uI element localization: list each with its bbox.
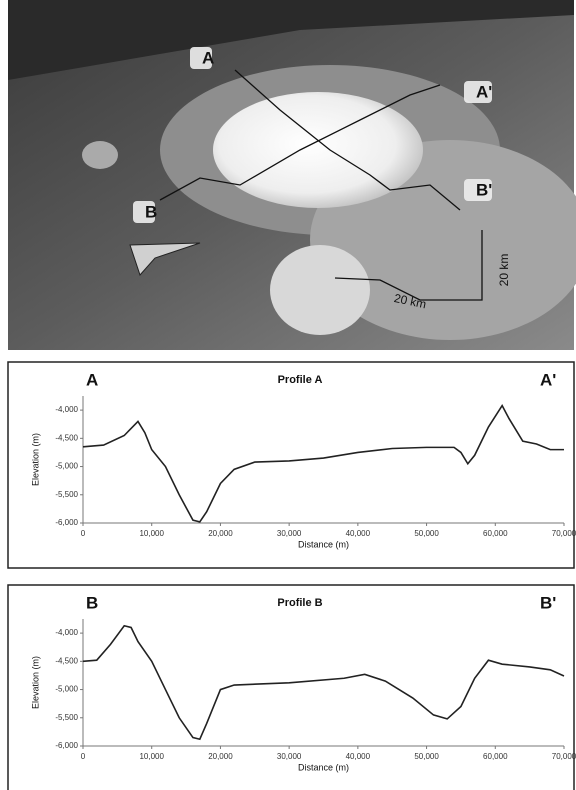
x-tick-label: 50,000	[414, 529, 439, 538]
x-tick-label: 10,000	[139, 529, 164, 538]
end-label: B'	[540, 593, 556, 612]
x-tick-label: 60,000	[483, 529, 508, 538]
x-tick-label: 40,000	[346, 752, 371, 761]
map-label: B	[145, 202, 157, 221]
end-label: A'	[540, 370, 556, 389]
y-tick-label: -4,500	[55, 656, 78, 665]
chart-title: Profile B	[277, 597, 322, 609]
y-tick-label: -5,500	[55, 490, 78, 499]
map-label: A'	[476, 82, 492, 101]
x-tick-label: 20,000	[208, 752, 233, 761]
y-axis-title: Elevation (m)	[30, 433, 40, 486]
x-tick-label: 60,000	[483, 752, 508, 761]
y-axis-title: Elevation (m)	[30, 656, 40, 709]
x-axis-title: Distance (m)	[298, 539, 349, 549]
profile-line	[83, 626, 564, 739]
y-tick-label: -6,000	[55, 518, 78, 527]
y-tick-label: -4,500	[55, 433, 78, 442]
chart-title: Profile A	[278, 374, 323, 386]
map-label: A	[202, 48, 214, 67]
map-label: B'	[476, 180, 492, 199]
y-tick-label: -5,000	[55, 462, 78, 471]
x-axis-title: Distance (m)	[298, 762, 349, 772]
x-tick-label: 20,000	[208, 529, 233, 538]
x-tick-label: 30,000	[277, 529, 302, 538]
x-tick-label: 10,000	[139, 752, 164, 761]
scale-label: 20 km	[497, 254, 511, 287]
x-tick-label: 70,000	[552, 529, 576, 538]
x-tick-label: 70,000	[552, 752, 576, 761]
x-tick-label: 0	[81, 752, 86, 761]
figure: ABA'B'20 km20 km Profile AAA'-4,000-4,50…	[0, 0, 576, 790]
x-tick-label: 50,000	[414, 752, 439, 761]
y-tick-label: -5,000	[55, 685, 78, 694]
x-tick-label: 40,000	[346, 529, 371, 538]
x-tick-label: 0	[81, 529, 86, 538]
start-label: A	[86, 370, 98, 389]
x-tick-label: 30,000	[277, 752, 302, 761]
y-tick-label: -4,000	[55, 405, 78, 414]
y-tick-label: -5,500	[55, 713, 78, 722]
start-label: B	[86, 593, 98, 612]
y-tick-label: -6,000	[55, 741, 78, 750]
y-tick-label: -4,000	[55, 628, 78, 637]
profile-line	[83, 406, 564, 522]
